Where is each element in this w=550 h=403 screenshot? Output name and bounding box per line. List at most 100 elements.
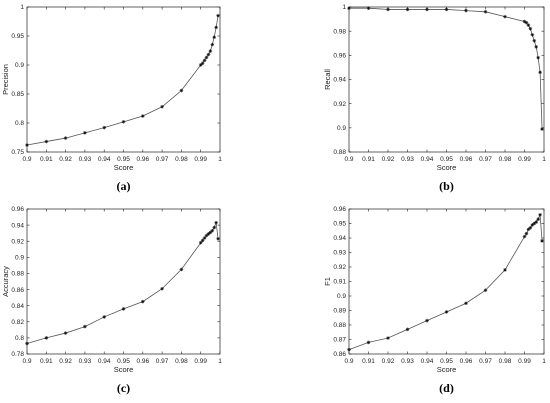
data-point-a [160, 104, 164, 109]
x-tick-label-c: 1 [218, 358, 222, 365]
panel-d: 0.9 0.91 0.92 0.93 0.94 0.95 0.96 0.97 0.98 0.99 1… [323, 206, 546, 395]
data-point-c [121, 307, 126, 311]
data-point-a [25, 143, 29, 147]
data-point-a [204, 55, 209, 60]
y-tick-label-b: 0.92 [333, 101, 346, 108]
axes-box-d [348, 208, 545, 355]
series-line-c [26, 222, 219, 344]
x-tick-label-c: 0.93 [79, 358, 92, 365]
data-point-a [208, 49, 213, 53]
x-tick-label-b: 0.93 [401, 156, 414, 163]
data-point-a [121, 120, 126, 124]
x-tick-label-d: 0.95 [440, 358, 453, 365]
x-tick-label-c: 0.91 [40, 358, 53, 365]
data-point-b [522, 19, 527, 24]
x-tick-label-a: 0.91 [40, 156, 53, 163]
y-tick-label-d: 0.89 [333, 308, 346, 315]
data-point-c [210, 228, 215, 233]
data-point-d [540, 239, 544, 243]
data-point-c [208, 230, 213, 235]
data-point-c [25, 341, 29, 346]
y-tick-label-c: 0.84 [11, 303, 24, 310]
y-tick-label-c: 0.8 [15, 335, 24, 342]
data-point-a [179, 88, 184, 93]
x-tick-label-b: 0.97 [479, 156, 492, 163]
data-point-c [198, 241, 203, 245]
series-line-a [26, 15, 219, 146]
panel-a: 0.9 0.91 0.92 0.93 0.94 0.95 0.96 0.97 0.98 0.99 1… [1, 4, 222, 193]
data-point-b [524, 20, 529, 25]
x-tick-label-c: 0.99 [194, 358, 207, 365]
data-point-c [200, 238, 205, 243]
y-tick-label-c: 0.94 [11, 222, 24, 229]
x-tick-label-a: 0.92 [59, 156, 72, 163]
data-point-d [522, 234, 527, 239]
axes-box-a [26, 6, 221, 153]
y-tick-label-c: 0.86 [11, 287, 24, 294]
x-tick-label-a: 0.98 [175, 156, 188, 163]
x-tick-label-d: 0.91 [362, 358, 375, 365]
y-axis-label-d: F1 [323, 277, 332, 286]
x-tick-label-a: 0.95 [117, 156, 130, 163]
x-tick-label-b: 0.92 [382, 156, 395, 163]
data-point-d [405, 327, 410, 332]
axes-box-b [348, 6, 545, 153]
y-tick-label-b: 1 [342, 4, 346, 11]
y-tick-label-a: 0.75 [11, 149, 24, 156]
x-tick-label-b: 0.98 [499, 156, 512, 163]
data-point-d [526, 227, 531, 232]
x-tick-label-a: 0.93 [79, 156, 92, 163]
y-tick-label-a: 1 [20, 4, 24, 11]
x-tick-label-d: 0.94 [421, 358, 434, 365]
data-point-d [425, 318, 429, 323]
data-point-c [202, 236, 207, 240]
data-point-d [534, 220, 538, 224]
series-line-d [348, 214, 543, 351]
data-point-c [160, 286, 164, 291]
data-point-b [347, 6, 351, 11]
x-tick-label-b: 0.94 [421, 156, 434, 163]
data-point-b [425, 7, 429, 12]
x-tick-label-d: 0.93 [401, 358, 414, 365]
y-tick-label-d: 0.88 [333, 322, 346, 329]
data-point-b [528, 26, 533, 31]
data-point-a [200, 61, 205, 66]
y-tick-label-b: 0.9 [337, 125, 346, 132]
data-point-b [538, 70, 542, 75]
x-tick-label-a: 1 [218, 156, 222, 163]
data-point-b [386, 7, 390, 12]
data-point-b [540, 127, 544, 131]
x-tick-label-d: 0.98 [499, 358, 512, 365]
data-point-a [44, 139, 49, 144]
x-axis-label-a: Score [114, 163, 134, 172]
x-tick-label-d: 1 [542, 358, 546, 365]
data-point-c [83, 324, 87, 329]
data-point-c [102, 315, 106, 319]
data-point-d [483, 288, 488, 292]
x-tick-label-b: 0.96 [460, 156, 473, 163]
data-point-a [214, 25, 218, 30]
y-tick-label-d: 0.95 [333, 221, 346, 228]
x-tick-label-a: 0.97 [156, 156, 169, 163]
panel-c: 0.9 0.91 0.92 0.93 0.94 0.95 0.96 0.97 0.98 0.99 1… [1, 206, 222, 395]
y-tick-label-a: 0.85 [11, 91, 24, 98]
data-point-a [202, 58, 207, 63]
panel-b: 0.9 0.91 0.92 0.93 0.94 0.95 0.96 0.97 0.98 0.99 1… [323, 4, 546, 193]
data-point-b [405, 7, 410, 12]
data-point-c [212, 225, 217, 230]
data-point-b [534, 45, 538, 49]
data-point-d [524, 231, 529, 236]
x-tick-label-d: 0.99 [518, 358, 531, 365]
x-tick-label-d: 0.92 [382, 358, 395, 365]
data-point-d [347, 347, 351, 352]
y-tick-label-c: 0.78 [11, 351, 24, 358]
data-point-d [532, 221, 537, 226]
data-point-d [530, 223, 535, 227]
y-tick-label-d: 0.9 [337, 293, 346, 300]
y-tick-label-d: 0.96 [333, 206, 346, 213]
data-point-d [386, 336, 390, 340]
panel-label-a: (a) [117, 179, 131, 193]
data-point-c [63, 331, 68, 335]
y-tick-label-b: 0.88 [333, 149, 346, 156]
